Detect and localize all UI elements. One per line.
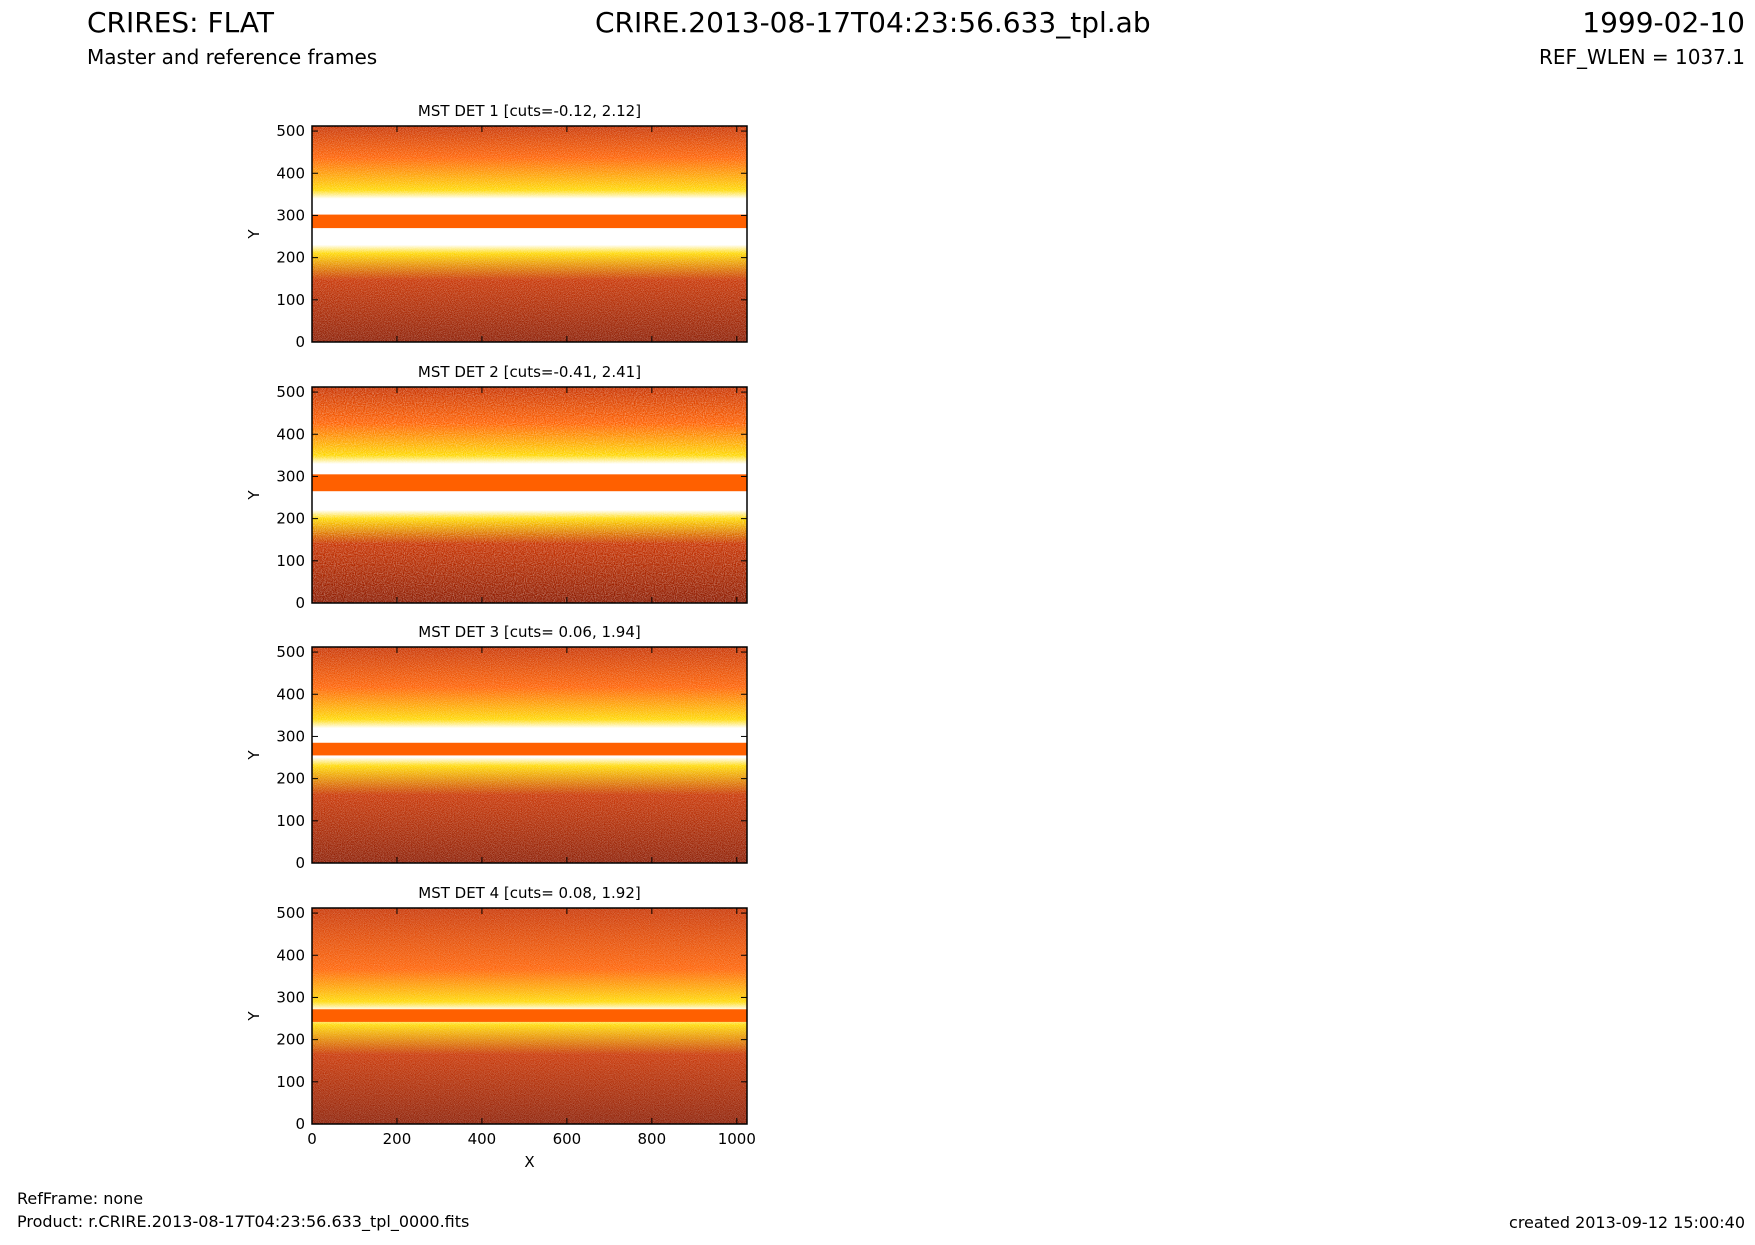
y-tick-label: 0: [295, 1115, 305, 1133]
file-name-title: CRIRE.2013-08-17T04:23:56.633_tpl.ab: [595, 6, 1151, 39]
detector-noise: [312, 387, 747, 603]
detector-panel-2: MST DET 2 [cuts=-0.41, 2.41] 0 100 200 300 40…: [245, 363, 748, 612]
detector-panel-1: MST DET 1 [cuts=-0.12, 2.12] 0 100 200 300 40…: [245, 102, 748, 351]
x-tick-label: 1000: [718, 1130, 756, 1148]
y-axis-label: Y: [245, 750, 263, 761]
spectral-band: [312, 1009, 747, 1022]
y-tick-label: 200: [276, 510, 305, 528]
panel-title: MST DET 2 [cuts=-0.41, 2.41]: [418, 363, 641, 381]
product-label: Product: r.CRIRE.2013-08-17T04:23:56.633…: [17, 1212, 470, 1231]
detector-panel-4: MST DET 4 [cuts= 0.08, 1.92] 0 100 200 300 40…: [245, 884, 756, 1171]
spectral-band: [312, 474, 747, 492]
y-tick-label: 100: [276, 1073, 305, 1091]
figure-title: CRIRES: FLAT: [87, 6, 274, 39]
y-axis-label: Y: [245, 1011, 263, 1022]
detector-panel-3: MST DET 3 [cuts= 0.06, 1.94] 0 100 200 300 40…: [245, 623, 748, 872]
panel-title: MST DET 1 [cuts=-0.12, 2.12]: [418, 102, 641, 120]
y-tick-label: 0: [295, 594, 305, 612]
y-tick-label: 0: [295, 333, 305, 351]
y-tick-label: 100: [276, 291, 305, 309]
figure-subtitle: Master and reference frames: [87, 45, 378, 69]
date-label: 1999-02-10: [1582, 6, 1745, 39]
spectral-band: [312, 214, 747, 229]
y-tick-label: 400: [276, 425, 305, 443]
y-axis-label: Y: [245, 229, 263, 240]
panel-title: MST DET 4 [cuts= 0.08, 1.92]: [418, 884, 641, 902]
x-tick-label: 0: [307, 1130, 317, 1148]
refframe-label: RefFrame: none: [17, 1189, 144, 1208]
y-tick-label: 300: [276, 206, 305, 224]
ref-wlen-label: REF_WLEN = 1037.1: [1538, 45, 1745, 69]
x-tick-label: 400: [468, 1130, 497, 1148]
y-tick-label: 300: [276, 727, 305, 745]
y-tick-label: 200: [276, 770, 305, 788]
y-tick-label: 400: [276, 164, 305, 182]
x-axis-label: X: [524, 1153, 534, 1171]
y-tick-label: 500: [276, 643, 305, 661]
detector-noise: [312, 126, 747, 342]
y-tick-label: 300: [276, 988, 305, 1006]
y-tick-label: 100: [276, 552, 305, 570]
y-tick-label: 500: [276, 383, 305, 401]
y-tick-label: 400: [276, 685, 305, 703]
spectral-band: [312, 742, 747, 756]
y-tick-label: 200: [276, 1031, 305, 1049]
plot-frame: [311, 386, 748, 604]
y-tick-label: 500: [276, 122, 305, 140]
x-tick-label: 800: [638, 1130, 667, 1148]
plot-frame: [311, 125, 748, 343]
panel-title: MST DET 3 [cuts= 0.06, 1.94]: [418, 623, 641, 641]
y-tick-label: 300: [276, 467, 305, 485]
plot-frame: [311, 907, 748, 1125]
y-tick-label: 100: [276, 812, 305, 830]
created-timestamp: created 2013-09-12 15:00:40: [1509, 1213, 1745, 1232]
y-tick-label: 400: [276, 946, 305, 964]
x-tick-label: 600: [553, 1130, 582, 1148]
y-tick-label: 500: [276, 904, 305, 922]
y-axis-label: Y: [245, 490, 263, 501]
y-tick-label: 200: [276, 249, 305, 267]
x-tick-label: 200: [383, 1130, 412, 1148]
y-tick-label: 0: [295, 854, 305, 872]
plot-frame: [311, 646, 748, 864]
